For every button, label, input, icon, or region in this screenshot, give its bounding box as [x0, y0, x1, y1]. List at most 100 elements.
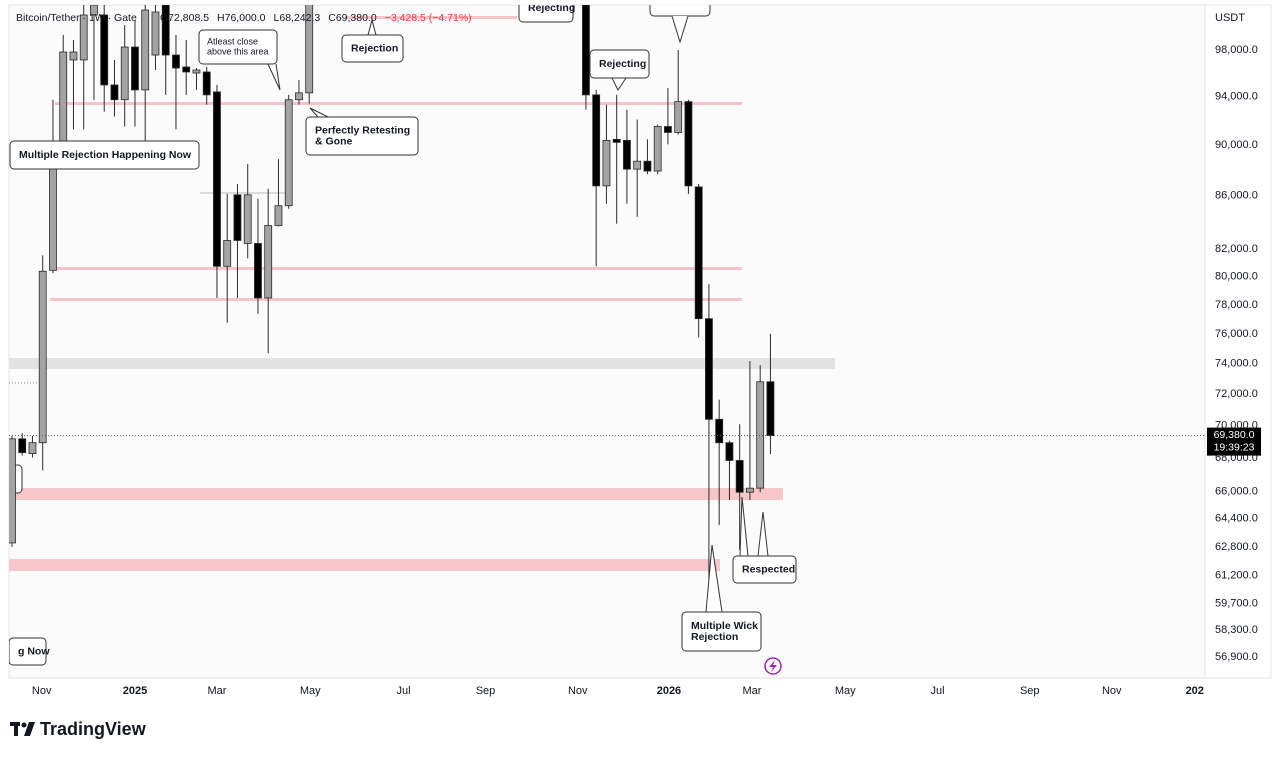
callout-text: Multiple Rejection Happening Now — [19, 149, 192, 161]
candle-body — [746, 487, 754, 493]
candle-body — [715, 418, 724, 444]
x-tick-label: May — [300, 685, 321, 697]
candle-body — [684, 101, 693, 187]
logo-mark — [14, 722, 18, 736]
candle-body — [202, 71, 211, 96]
candle-body — [264, 225, 273, 299]
drawings — [9, 5, 835, 571]
callout-pointer — [367, 18, 377, 36]
x-tick-label: Nov — [568, 685, 588, 697]
callout-text: Respected — [742, 563, 795, 575]
candle-body — [592, 94, 601, 187]
candle-body — [623, 139, 631, 170]
chart-title: Bitcoin/Tether · 1W · Gate — [16, 12, 137, 24]
candle-body — [151, 11, 160, 56]
candle-body — [141, 9, 150, 91]
callout-pointer — [611, 77, 627, 91]
candle-body — [213, 91, 221, 267]
callout-box — [589, 49, 650, 79]
callout-box — [341, 34, 404, 63]
y-tick-label: 74,000.0 — [1215, 358, 1258, 370]
x-tick-label: 2025 — [123, 685, 147, 697]
zone-line — [55, 102, 742, 105]
y-tick-label: 94,000.0 — [1215, 90, 1258, 102]
x-tick-label: 2026 — [657, 685, 681, 697]
candle-body — [735, 460, 744, 493]
candle-body — [284, 99, 293, 207]
candle-body — [643, 160, 652, 172]
candle-body — [9, 438, 16, 544]
last-price-label: 69,380.0 — [1214, 429, 1255, 441]
y-tick-label: 98,000.0 — [1215, 44, 1258, 56]
candle-body — [223, 240, 232, 267]
callout-pointer — [671, 15, 689, 44]
candle-body — [182, 66, 191, 73]
x-tick-label: Mar — [207, 685, 226, 697]
x-tick-label: Sep — [476, 685, 496, 697]
candle-body — [90, 5, 98, 16]
y-tick-label: 59,700.0 — [1215, 597, 1258, 609]
plot-area — [8, 4, 1206, 679]
callout-text: Multiple Wick — [691, 620, 758, 632]
candle-body — [161, 5, 170, 56]
candles — [9, 5, 775, 595]
candle-body — [69, 51, 78, 61]
x-tick-label: Nov — [32, 685, 52, 697]
callout-box — [305, 116, 419, 156]
y-tick-label: 64,400.0 — [1215, 513, 1258, 525]
candle-body — [725, 442, 734, 461]
logo: TradingView — [10, 719, 147, 739]
ohlc-legend: O72,808.5 — [160, 12, 209, 24]
callout-box — [649, 5, 711, 17]
candle-body — [305, 5, 314, 94]
candle-body — [274, 205, 283, 226]
callout-box — [198, 29, 278, 65]
candle-body — [79, 14, 88, 61]
x-tick-label: Mar — [743, 685, 762, 697]
ohlc-legend: L68,242.3 — [274, 12, 321, 24]
candle-body — [766, 381, 775, 436]
candle-body — [653, 126, 662, 172]
y-tick-label: 86,000.0 — [1215, 190, 1258, 202]
x-tick-label: 202 — [1186, 685, 1204, 697]
countdown: 19:39:23 — [1214, 441, 1255, 453]
candle-body — [243, 194, 252, 244]
zone — [9, 559, 720, 571]
callout-text: Atleast close — [207, 36, 258, 46]
callout-box — [9, 637, 47, 666]
x-tick-label: Jul — [930, 685, 944, 697]
candle-body — [705, 318, 713, 420]
candle-body — [110, 84, 119, 101]
price-axis — [1204, 4, 1272, 679]
candle-body — [28, 442, 37, 455]
zone — [9, 358, 835, 369]
callout-text: above this area — [207, 46, 269, 56]
candle-body — [18, 438, 27, 454]
callout-pointer — [757, 511, 769, 557]
callout-pointer — [705, 544, 723, 613]
callout-pointer — [267, 63, 281, 91]
zone-line — [345, 16, 517, 19]
candle-body — [131, 46, 139, 91]
y-tick-label: 78,000.0 — [1215, 299, 1258, 311]
zone-line — [50, 298, 742, 301]
candle-body — [602, 139, 611, 187]
zone-line — [55, 267, 742, 270]
x-tick-label: Jul — [396, 685, 410, 697]
candle-body — [694, 186, 703, 320]
y-tick-label: 80,000.0 — [1215, 270, 1258, 282]
callout-box — [9, 140, 200, 170]
callout-text: Rejecting — [599, 58, 646, 70]
logo-mark — [21, 722, 27, 728]
candle-body — [254, 243, 262, 299]
x-tick-label: Sep — [1020, 685, 1040, 697]
candle-body — [120, 46, 129, 101]
candle-body — [633, 160, 642, 170]
x-tick-label: Nov — [1102, 685, 1122, 697]
y-tick-label: 76,000.0 — [1215, 328, 1258, 340]
callout-text: Rejection — [351, 42, 398, 54]
y-tick-label: 66,000.0 — [1215, 485, 1258, 497]
candle-body — [612, 138, 621, 143]
